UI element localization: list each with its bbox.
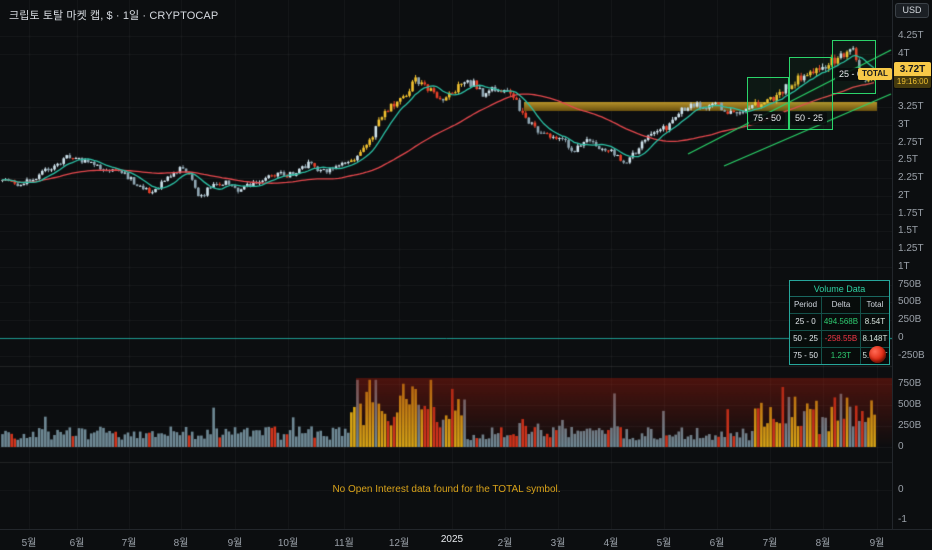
price-axis[interactable]: USD 3.72T 19:16:00 4.25T 4T 3.25T 3T 2.75T 2.…	[892, 0, 932, 530]
time-tick-label: 7월	[762, 538, 778, 549]
volume-table-total-cell: 8.148T	[862, 334, 888, 343]
price-tick-label: 1.25T	[898, 243, 924, 255]
price-tick-label: 1.75T	[898, 207, 924, 219]
volume-tick-label: 750B	[898, 378, 922, 389]
time-tick-label: 5월	[21, 538, 37, 549]
volume-table-delta-cell: 1.23T	[822, 348, 861, 364]
time-tick-label: 8월	[815, 538, 831, 549]
volume-table-period-cell: 50 - 25	[790, 331, 823, 347]
bar-countdown: 19:16:00	[894, 75, 931, 88]
price-tick-label: 2.25T	[898, 172, 924, 184]
price-tick-label: 250B	[898, 314, 922, 326]
last-price-badge: 3.72T 19:16:00	[894, 61, 931, 88]
price-chart-canvas[interactable]	[0, 0, 893, 530]
price-tick-label: 1.5T	[898, 225, 919, 237]
last-price-value: 3.72T	[894, 61, 931, 76]
price-tick-label: 2.75T	[898, 136, 924, 148]
volume-table-period-cell: 25 - 0	[790, 314, 823, 330]
volume-table-row: 25 - 0 494.568B 8.54T	[790, 314, 889, 331]
time-tick-label: 2월	[497, 538, 513, 549]
time-tick-label: 9월	[869, 538, 885, 549]
time-tick-label: 12월	[388, 538, 410, 549]
measure-box[interactable]	[832, 40, 876, 94]
volume-table-title: Volume Data	[790, 281, 889, 297]
time-tick-label: 10월	[277, 538, 299, 549]
price-tick-label: 1T	[898, 260, 910, 272]
time-tick-label: 8월	[173, 538, 189, 549]
volume-tick-label: 500B	[898, 399, 922, 410]
red-circle-sticker-icon[interactable]	[869, 346, 886, 363]
price-tick-label: 2T	[898, 189, 910, 201]
time-tick-label: 6월	[69, 538, 85, 549]
volume-table-header-cell: Period	[790, 297, 823, 313]
time-tick-label: 4월	[603, 538, 619, 549]
volume-table-header-cell: Total	[866, 300, 884, 309]
price-tick-label: 500B	[898, 296, 922, 308]
price-tick-label: 3T	[898, 118, 910, 130]
volume-tick-label: 250B	[898, 420, 922, 431]
price-tick-label: 4.25T	[898, 29, 924, 41]
price-tick-label: 2.5T	[898, 154, 919, 166]
volume-table-delta-cell: 494.568B	[822, 314, 861, 330]
oi-tick-label: -1	[898, 514, 907, 525]
volume-table-delta-cell: -258.55B	[822, 331, 861, 347]
oi-tick-label: 0	[898, 484, 904, 495]
volume-table-period-cell: 75 - 50	[790, 348, 823, 364]
price-tick-label: 3.25T	[898, 101, 924, 113]
box-range-label: 50 - 25	[791, 112, 828, 125]
time-tick-label: 2025	[440, 534, 464, 545]
volume-table-header-row: Period Delta Total	[790, 297, 889, 314]
price-tick-label: 0	[898, 332, 904, 343]
volume-table-total-cell: 8.54T	[864, 317, 886, 326]
time-tick-label: 5월	[656, 538, 672, 549]
time-tick-label: 11월	[334, 538, 354, 549]
time-tick-label: 3월	[550, 538, 566, 549]
price-tick-label: 4T	[898, 47, 910, 59]
symbol-price-tag: TOTAL	[858, 68, 892, 80]
volume-table-row: 50 - 25 -258.55B 8.148T	[790, 331, 889, 348]
symbol-title[interactable]: 크립토 토탈 마켓 캡, $ · 1일 · CRYPTOCAP	[9, 10, 219, 22]
time-axis[interactable]: 5월 6월 7월 8월 9월 10월 11월 12월 2025 2월 3월 4월 5월 6월 7월 8월 9월	[0, 529, 932, 550]
time-tick-label: 7월	[121, 538, 137, 549]
price-tick-label: 750B	[898, 278, 922, 290]
time-tick-label: 9월	[227, 538, 243, 549]
volume-table-header-cell: Delta	[822, 297, 861, 313]
price-tick-label: -250B	[898, 349, 925, 361]
oi-message: No Open Interest data found for the TOTA…	[332, 484, 561, 495]
box-range-label: 75 - 50	[749, 112, 786, 125]
time-tick-label: 6월	[709, 538, 725, 549]
currency-button[interactable]: USD	[895, 3, 929, 18]
volume-tick-label: 0	[898, 441, 904, 452]
